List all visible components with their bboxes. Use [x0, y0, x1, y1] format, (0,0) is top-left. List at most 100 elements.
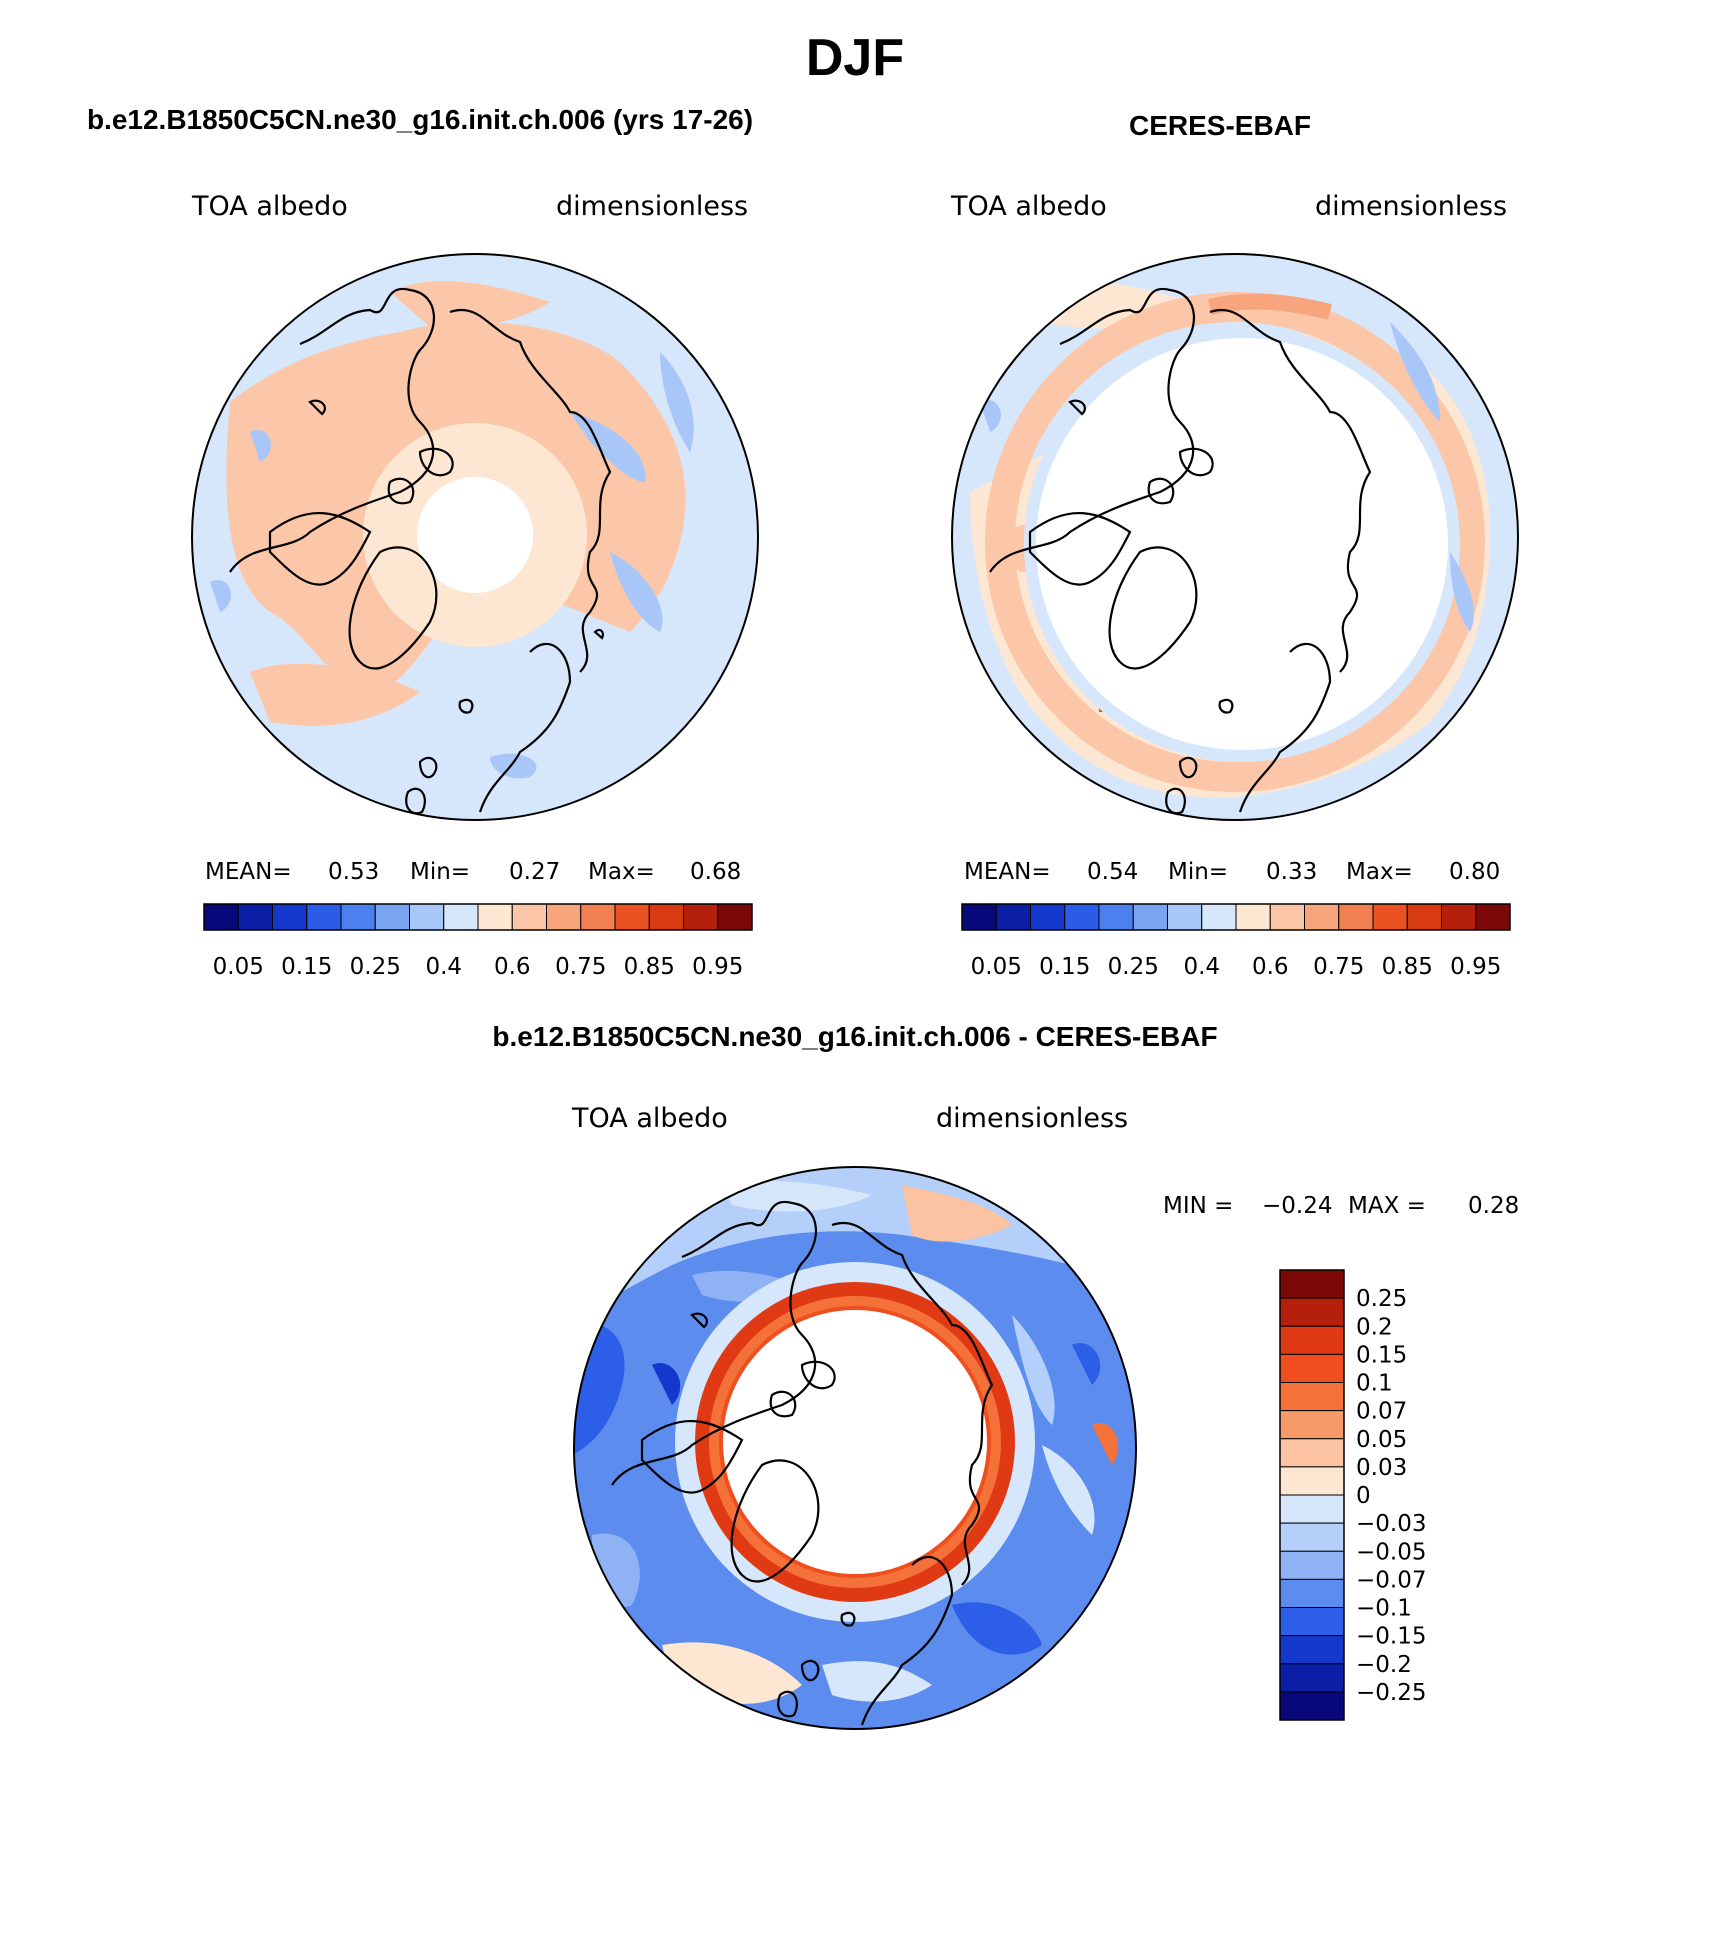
colorbar-tick-label: 0.25: [1356, 1286, 1407, 1312]
colorbar-tick-label: 0.85: [624, 954, 675, 980]
max-value-model: 0.68: [690, 859, 742, 885]
polar-map-obs: [951, 253, 1519, 821]
colorbar-swatch: [1279, 1269, 1345, 1299]
colorbar-swatch: [1279, 1438, 1345, 1468]
colorbar-tick-label: 0.25: [1108, 954, 1159, 980]
units-label-diff: dimensionless: [936, 1103, 1129, 1134]
colorbar-tick-label: −0.05: [1356, 1539, 1426, 1565]
colorbar-swatch: [1269, 903, 1305, 931]
colorbar-swatch: [648, 903, 684, 931]
min-label-obs: Min=: [1168, 859, 1229, 885]
colorbar-tick-label: 0.6: [1252, 954, 1289, 980]
units-label-model: dimensionless: [556, 191, 749, 222]
colorbar-swatch: [409, 903, 445, 931]
mean-value-obs: 0.54: [1087, 859, 1139, 885]
min-label-model: Min=: [410, 859, 471, 885]
colorbar-swatch: [443, 903, 479, 931]
colorbar-swatch: [546, 903, 582, 931]
colorbar-tick-label: 0.95: [692, 954, 743, 980]
mean-value-model: 0.53: [328, 859, 380, 885]
colorbar-swatch: [1279, 1635, 1345, 1665]
colorbar-swatch: [1279, 1466, 1345, 1496]
colorbar-swatch: [237, 903, 273, 931]
colorbar-swatch: [1279, 1494, 1345, 1524]
colorbar-swatch: [1201, 903, 1237, 931]
colorbar-swatch: [1279, 1382, 1345, 1412]
max-label-diff: MAX =: [1348, 1193, 1426, 1219]
colorbar-diff: 0.250.20.150.10.070.050.030−0.03−0.05−0.…: [1279, 1269, 1426, 1721]
colorbar-tick-label: 0.07: [1356, 1399, 1407, 1425]
colorbar-swatch: [1235, 903, 1271, 931]
colorbar-tick-label: 0.4: [1183, 954, 1220, 980]
colorbar-tick-label: 0.05: [213, 954, 264, 980]
colorbar-swatch: [1030, 903, 1066, 931]
colorbar-tick-label: 0.2: [1356, 1314, 1393, 1340]
colorbar-tick-label: 0.03: [1356, 1455, 1407, 1481]
colorbar-swatch: [1098, 903, 1134, 931]
colorbar-tick-label: 0.05: [971, 954, 1022, 980]
colorbar-swatch: [717, 903, 753, 931]
colorbar-swatch: [995, 903, 1031, 931]
colorbar-swatch: [1406, 903, 1442, 931]
colorbar-swatch: [1064, 903, 1100, 931]
panel-title-model: b.e12.B1850C5CN.ne30_g16.init.ch.006 (yr…: [86, 104, 754, 135]
mean-label-model: MEAN=: [205, 859, 292, 885]
max-label-model: Max=: [588, 859, 655, 885]
colorbar-swatch: [272, 903, 308, 931]
colorbar-tick-label: −0.25: [1356, 1680, 1426, 1706]
max-value-diff: 0.28: [1468, 1193, 1520, 1219]
polar-map-diff: [573, 1166, 1137, 1730]
colorbar-swatch: [1279, 1691, 1345, 1721]
mean-label-obs: MEAN=: [964, 859, 1051, 885]
colorbar-swatch: [1304, 903, 1340, 931]
colorbar-tick-label: 0.05: [1356, 1427, 1407, 1453]
colorbar-tick-label: −0.07: [1356, 1567, 1426, 1593]
variable-label-diff: TOA albedo: [572, 1103, 728, 1134]
colorbar-swatch: [1279, 1522, 1345, 1552]
colorbar-swatch: [1279, 1410, 1345, 1440]
colorbar-swatch: [1279, 1353, 1345, 1383]
colorbar-tick-label: −0.03: [1356, 1511, 1426, 1537]
max-value-obs: 0.80: [1449, 859, 1501, 885]
colorbar-swatch: [683, 903, 719, 931]
colorbar-tick-label: −0.1: [1356, 1596, 1412, 1622]
min-value-model: 0.27: [509, 859, 561, 885]
colorbar-tick-label: 0: [1356, 1483, 1371, 1509]
colorbar-tick-label: 0.6: [494, 954, 531, 980]
variable-label-obs: TOA albedo: [951, 191, 1107, 222]
colorbar-swatch: [614, 903, 650, 931]
colorbar-tick-label: 0.15: [1039, 954, 1090, 980]
colorbar-tick-label: 0.95: [1450, 954, 1501, 980]
colorbar-tick-label: 0.15: [281, 954, 332, 980]
colorbar-tick-label: 0.75: [1313, 954, 1364, 980]
colorbar-swatch: [1441, 903, 1477, 931]
colorbar-tick-label: 0.4: [425, 954, 462, 980]
colorbar-swatch: [1167, 903, 1203, 931]
colorbar-swatch: [1338, 903, 1374, 931]
colorbar-swatch: [1475, 903, 1511, 931]
panel-title-obs: CERES-EBAF: [1128, 110, 1311, 141]
max-label-obs: Max=: [1346, 859, 1413, 885]
min-value-obs: 0.33: [1266, 859, 1318, 885]
figure-title: DJF: [805, 29, 905, 87]
colorbar-tick-label: 0.85: [1382, 954, 1433, 980]
colorbar-swatch: [1279, 1325, 1345, 1355]
colorbar-swatch: [1279, 1663, 1345, 1693]
colorbar-swatch: [961, 903, 997, 931]
colorbar-swatch: [1279, 1550, 1345, 1580]
colorbar-swatch: [1279, 1578, 1345, 1608]
colorbar-tick-label: −0.15: [1356, 1624, 1426, 1650]
colorbar-swatch: [340, 903, 376, 931]
colorbar-swatch: [580, 903, 616, 931]
variable-label-model: TOA albedo: [192, 191, 348, 222]
colorbar-tick-label: 0.1: [1356, 1371, 1393, 1397]
polar-map-model: [191, 253, 759, 821]
min-value-diff: −0.24: [1262, 1193, 1333, 1219]
colorbar-swatch: [306, 903, 342, 931]
colorbar-swatch: [477, 903, 513, 931]
colorbar-swatch: [374, 903, 410, 931]
colorbar-swatch: [1279, 1297, 1345, 1327]
colorbar-tick-label: 0.75: [555, 954, 606, 980]
colorbar-swatch: [511, 903, 547, 931]
colorbar-swatch: [1279, 1607, 1345, 1637]
